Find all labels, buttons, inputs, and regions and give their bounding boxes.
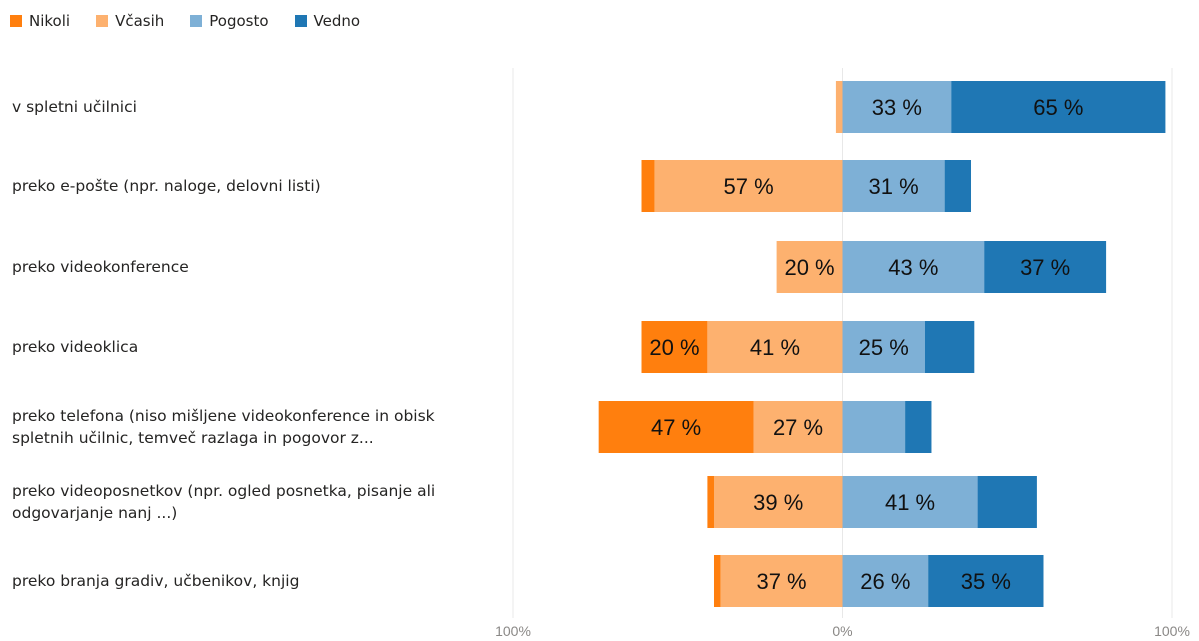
legend-item-vedno[interactable]: Vedno [294, 12, 361, 30]
legend-label-nikoli: Nikoli [29, 12, 71, 30]
bar-6-vedno [928, 555, 1044, 607]
data-label-3-pogosto: 25 % [859, 335, 909, 360]
x-tick-label-2: 100% [1154, 623, 1190, 639]
category-label-2: preko videokonference [12, 258, 189, 276]
bar-4-vedno [905, 401, 932, 453]
legend-swatch-nikoli [10, 15, 22, 27]
bar-5-vcasih [713, 476, 843, 528]
category-label-0: v spletni učilnici [12, 98, 137, 116]
data-label-2-vcasih: 20 % [784, 255, 834, 280]
category-label-6: preko branja gradiv, učbenikov, knjig [12, 572, 299, 590]
bar-2-vedno [984, 241, 1107, 293]
bar-6-vcasih [720, 555, 843, 607]
data-label-2-vedno: 37 % [1020, 255, 1070, 280]
bar-5-vedno [977, 476, 1037, 528]
bar-6-pogosto [842, 555, 929, 607]
data-label-1-pogosto: 31 % [868, 174, 918, 199]
x-tick-label-0: 100% [495, 623, 531, 639]
data-label-0-vedno: 65 % [1033, 95, 1083, 120]
bar-1-vcasih [654, 160, 843, 212]
data-label-4-nikoli: 47 % [651, 415, 701, 440]
bar-0-pogosto [842, 81, 952, 133]
category-label-1: preko e-pošte (npr. naloge, delovni list… [12, 177, 321, 195]
bar-1-nikoli [641, 160, 655, 212]
data-label-4-vcasih: 27 % [773, 415, 823, 440]
data-label-3-vcasih: 41 % [750, 335, 800, 360]
data-label-5-vcasih: 39 % [753, 490, 803, 515]
data-label-5-pogosto: 41 % [885, 490, 935, 515]
legend-label-pogosto: Pogosto [209, 12, 269, 30]
data-label-0-pogosto: 33 % [872, 95, 922, 120]
bar-4-nikoli [598, 401, 754, 453]
bar-0-vcasih [835, 81, 843, 133]
legend-item-nikoli[interactable]: Nikoli [10, 12, 70, 30]
legend-label-vedno: Vedno [313, 12, 361, 30]
data-label-2-pogosto: 43 % [888, 255, 938, 280]
legend: Nikoli Včasih Pogosto Vedno [10, 12, 360, 30]
data-label-3-nikoli: 20 % [649, 335, 699, 360]
bar-4-pogosto [842, 401, 906, 453]
legend-label-vcasih: Včasih [115, 12, 165, 30]
bar-1-vedno [944, 160, 972, 212]
bar-0-vedno [951, 81, 1166, 133]
data-label-6-vedno: 35 % [961, 569, 1011, 594]
legend-item-vcasih[interactable]: Včasih [96, 12, 164, 30]
bar-4-vcasih [753, 401, 843, 453]
category-label-4: preko telefona (niso mišljene videokonfe… [12, 407, 435, 447]
data-label-1-vcasih: 57 % [724, 174, 774, 199]
legend-item-pogosto[interactable]: Pogosto [190, 12, 269, 30]
data-label-6-vcasih: 37 % [756, 569, 806, 594]
bar-1-pogosto [842, 160, 945, 212]
bar-3-pogosto [842, 321, 925, 373]
legend-swatch-pogosto [190, 15, 203, 27]
category-label-3: preko videoklica [12, 338, 138, 356]
bar-3-vedno [924, 321, 975, 373]
category-label-5: preko videoposnetkov (npr. ogled posnetk… [12, 482, 435, 522]
data-label-6-pogosto: 26 % [860, 569, 910, 594]
bar-6-nikoli [713, 555, 721, 607]
bar-3-nikoli [641, 321, 708, 373]
bar-2-vcasih [776, 241, 843, 293]
bar-5-nikoli [707, 476, 714, 528]
legend-swatch-vedno [294, 15, 307, 27]
bar-5-pogosto [842, 476, 978, 528]
bar-3-vcasih [707, 321, 843, 373]
bar-2-pogosto [842, 241, 985, 293]
x-tick-label-1: 0% [832, 623, 852, 639]
legend-swatch-vcasih [96, 15, 109, 27]
